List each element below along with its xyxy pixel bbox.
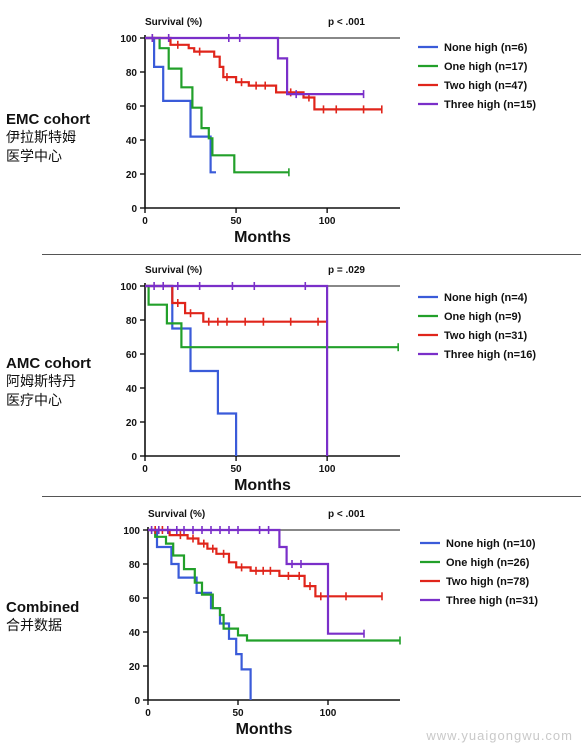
y-tick-label: 80	[129, 560, 141, 571]
y-axis-label: Survival (%)	[145, 17, 202, 28]
series-line	[148, 528, 252, 700]
cohort-label-zh: 伊拉斯特姆 医学中心	[6, 130, 76, 165]
y-tick-label: 100	[120, 282, 137, 293]
y-tick-label: 60	[129, 594, 141, 605]
cohort-label-emc: EMC cohort 伊拉斯特姆 医学中心	[6, 110, 90, 167]
x-tick-label: 100	[319, 464, 336, 475]
y-tick-label: 40	[126, 136, 138, 147]
cohort-label-zh: 合并数据	[6, 618, 62, 634]
y-axis-label: Survival (%)	[148, 509, 205, 520]
p-value: p < .001	[328, 509, 365, 520]
km-chart-combined: 0 20 40 60 80 100 0 50 100 Survival (%) p < .001 Mo…	[123, 509, 538, 738]
y-tick-label: 20	[129, 662, 141, 673]
y-tick-label: 100	[123, 526, 140, 537]
km-chart-emc: 0 20 40 60 80 100 0 50 100 Survival (%) p < .001 Mo…	[120, 17, 536, 246]
panel-divider	[42, 254, 581, 255]
y-tick-label: 20	[126, 418, 138, 429]
legend-label: None high (n=10)	[446, 538, 536, 550]
y-tick-label: 0	[131, 452, 137, 463]
watermark: www.yuaigongwu.com	[426, 728, 573, 743]
x-tick-label: 50	[232, 708, 244, 719]
p-value: p = .029	[328, 265, 365, 276]
x-tick-label: 50	[231, 464, 243, 475]
y-tick-label: 80	[126, 316, 138, 327]
legend-label: Two high (n=47)	[444, 80, 528, 92]
panel-emc: EMC cohort 伊拉斯特姆 医学中心 0 20 40 60 80 100 0 50 100…	[0, 0, 581, 250]
legend-label: One high (n=26)	[446, 557, 530, 569]
x-axis-label: Months	[234, 477, 291, 494]
legend-label: One high (n=9)	[444, 311, 522, 323]
series-line	[148, 528, 364, 635]
x-tick-label: 0	[142, 464, 148, 475]
cohort-label-zh: 阿姆斯特丹 医疗中心	[6, 374, 76, 409]
x-axis-label: Months	[234, 229, 291, 246]
x-tick-label: 0	[142, 216, 148, 227]
cohort-label-en: AMC cohort	[6, 355, 91, 372]
series-line	[145, 36, 289, 174]
x-tick-label: 0	[145, 708, 151, 719]
legend-label: One high (n=17)	[444, 61, 528, 73]
series-line	[145, 36, 364, 96]
y-tick-label: 80	[126, 68, 138, 79]
cohort-label-en: Combined	[6, 599, 80, 616]
series-line	[148, 528, 400, 642]
panel-divider	[42, 496, 581, 497]
y-tick-label: 100	[120, 34, 137, 45]
y-tick-label: 0	[131, 204, 137, 215]
x-tick-label: 100	[320, 708, 337, 719]
series-line	[148, 528, 382, 598]
legend-label: Three high (n=31)	[446, 595, 538, 607]
series-line	[145, 36, 216, 174]
y-tick-label: 60	[126, 350, 138, 361]
series-line	[145, 284, 399, 349]
km-chart-amc: 0 20 40 60 80 100 0 50 100 Survival (%) p = .029 Mo…	[120, 265, 536, 494]
cohort-label-amc: AMC cohort 阿姆斯特丹 医疗中心	[6, 354, 91, 411]
legend-label: Three high (n=16)	[444, 349, 536, 361]
legend-label: None high (n=4)	[444, 292, 528, 304]
legend-label: Two high (n=78)	[446, 576, 530, 588]
legend-label: Three high (n=15)	[444, 99, 536, 111]
panel-amc: AMC cohort 阿姆斯特丹 医疗中心 0 20 40 60 80 100 0 50 100…	[0, 258, 581, 494]
series-line	[145, 284, 329, 456]
y-tick-label: 60	[126, 102, 138, 113]
cohort-label-combined: Combined 合并数据	[6, 598, 79, 636]
series-line	[145, 284, 328, 323]
x-tick-label: 100	[319, 216, 336, 227]
y-tick-label: 0	[134, 696, 140, 707]
x-tick-label: 50	[231, 216, 243, 227]
cohort-label-en: EMC cohort	[6, 111, 91, 128]
p-value: p < .001	[328, 17, 365, 28]
y-axis-label: Survival (%)	[145, 265, 202, 276]
y-tick-label: 40	[129, 628, 141, 639]
legend-label: Two high (n=31)	[444, 330, 528, 342]
y-tick-label: 40	[126, 384, 138, 395]
legend-label: None high (n=6)	[444, 42, 528, 54]
x-axis-label: Months	[236, 721, 293, 738]
y-tick-label: 20	[126, 170, 138, 181]
panel-combined: Combined 合并数据 0 20 40 60 80 100 0 50 100 Survival…	[0, 500, 581, 747]
